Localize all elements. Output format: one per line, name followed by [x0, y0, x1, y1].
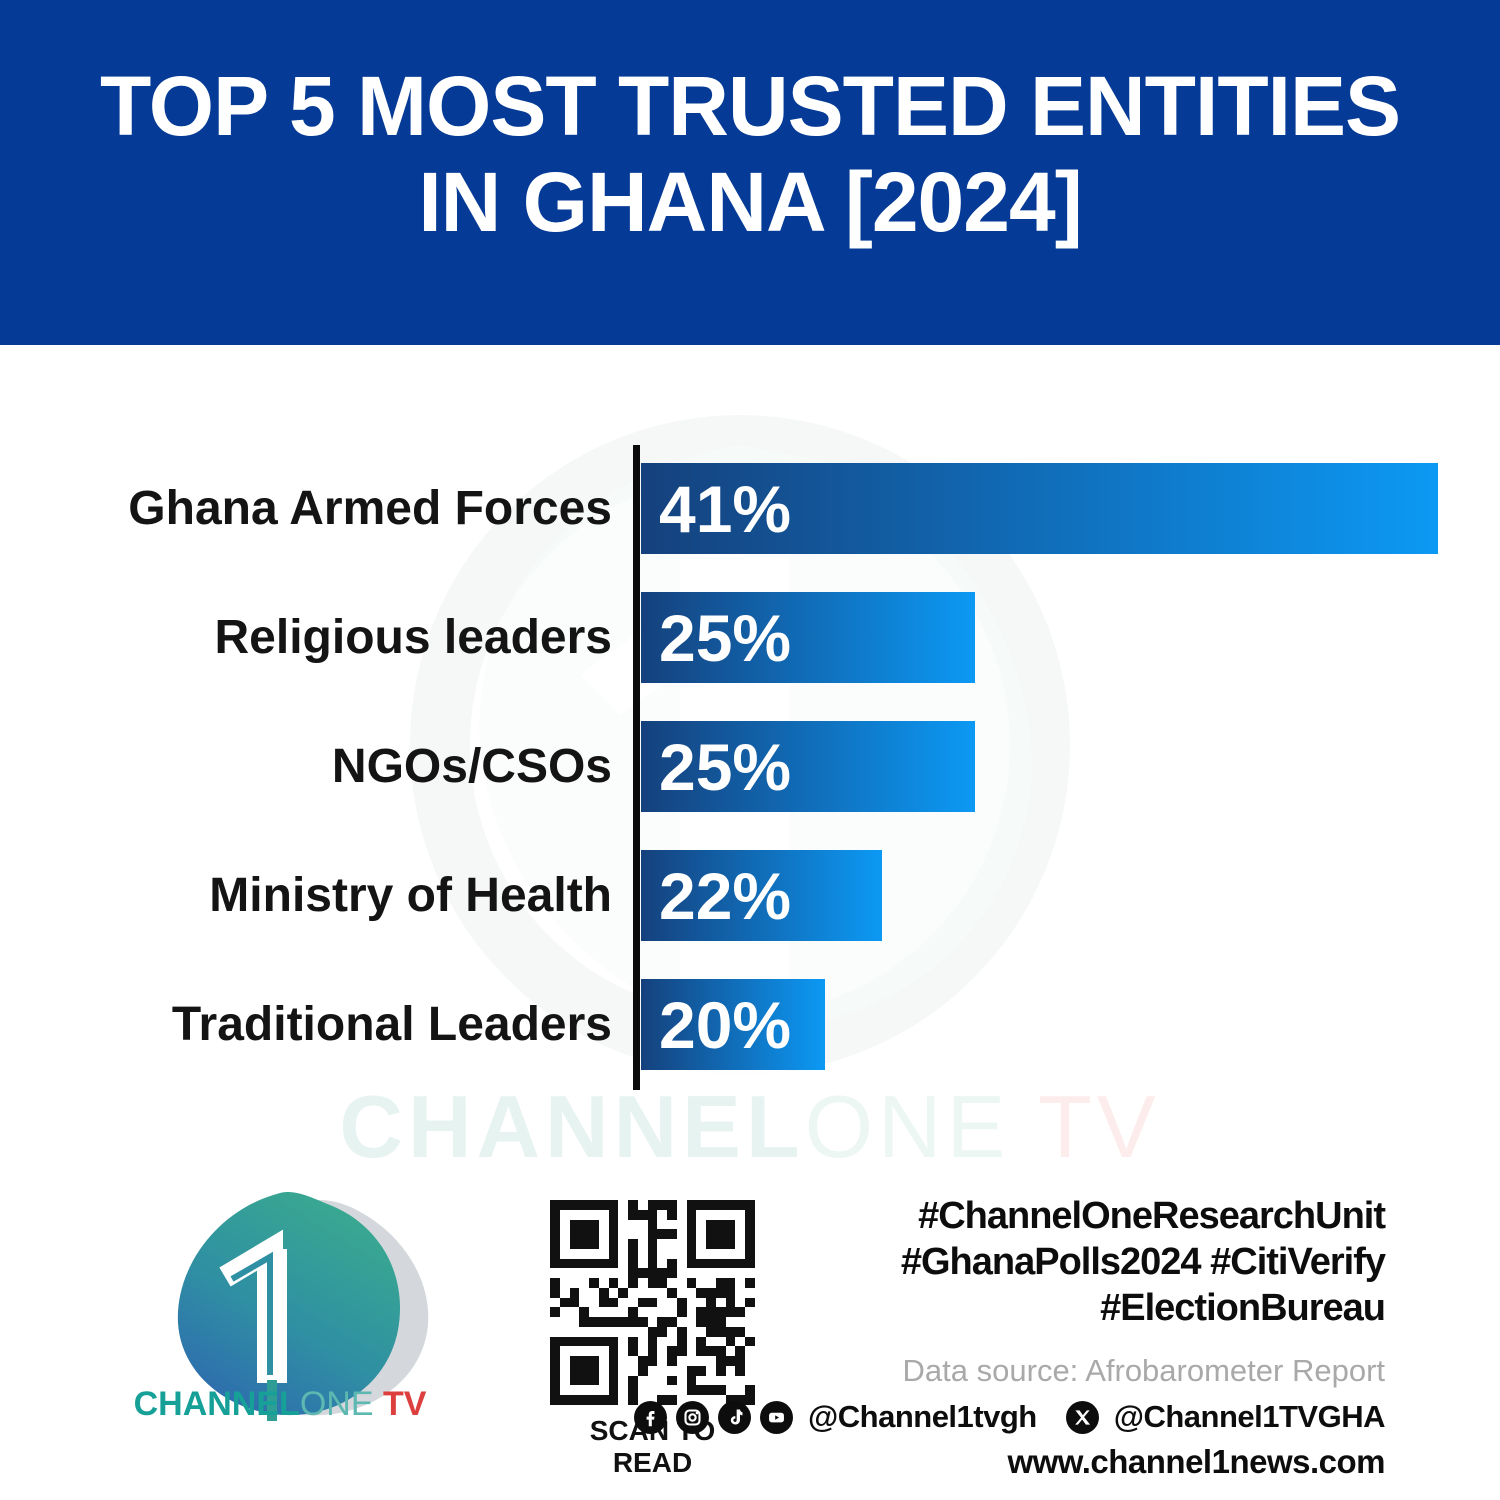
channel-one-wordmark: CHANNELONE TV	[130, 1385, 430, 1424]
social-handle-main: @Channel1tvgh	[808, 1399, 1037, 1434]
category-label: Ghana Armed Forces	[128, 482, 612, 535]
chart-axis-line	[633, 445, 640, 1090]
value-label: 22%	[659, 858, 792, 933]
bar-ghana-armed-forces: 41%	[641, 463, 1438, 554]
x-twitter-icon	[1065, 1400, 1099, 1434]
footer-right-block: #ChannelOneResearchUnit #GhanaPolls2024 …	[634, 1193, 1386, 1481]
wordmark-tv: TV	[373, 1385, 427, 1423]
title-line-1: TOP 5 MOST TRUSTED ENTITIES	[99, 59, 1401, 153]
channel-one-tv-watermark: CHANNELONE TV	[0, 1083, 1500, 1171]
value-label: 41%	[659, 471, 792, 546]
header-band: TOP 5 MOST TRUSTED ENTITIES IN GHANA [20…	[0, 0, 1500, 345]
bar-chart: Ghana Armed Forces 41% Religious leaders…	[0, 345, 1500, 1175]
bar-ministry-of-health: 22%	[641, 850, 882, 941]
chart-row: Ministry of Health 22%	[0, 850, 1500, 941]
facebook-icon	[634, 1400, 668, 1434]
hashtags: #ChannelOneResearchUnit #GhanaPolls2024 …	[900, 1193, 1386, 1331]
value-label: 25%	[659, 600, 792, 675]
watermark-one: ONE	[804, 1077, 1011, 1176]
hashtag-line-2: #GhanaPolls2024 #CitiVerify	[900, 1241, 1386, 1283]
bar-ngos-csos: 25%	[641, 721, 975, 812]
chart-row: Ghana Armed Forces 41%	[0, 463, 1500, 554]
qr-code	[550, 1200, 755, 1405]
social-handle-x: @Channel1TVGHA	[1113, 1399, 1386, 1434]
chart-row: Traditional Leaders 20%	[0, 979, 1500, 1070]
bar-religious-leaders: 25%	[641, 592, 975, 683]
wordmark-one: ONE	[299, 1385, 374, 1423]
wordmark-channel: CHANNEL	[133, 1385, 300, 1423]
bar-traditional-leaders: 20%	[641, 979, 825, 1070]
hashtag-line-3: #ElectionBureau	[1100, 1287, 1386, 1329]
category-label: Ministry of Health	[209, 869, 612, 922]
qr-block: SCAN TO READ	[550, 1200, 756, 1479]
category-label: NGOs/CSOs	[331, 740, 612, 793]
channel-one-logo: CHANNELONE TV	[120, 1175, 450, 1435]
social-row: @Channel1tvgh @Channel1TVGHA	[634, 1399, 1386, 1435]
logo-numeral-one	[219, 1229, 287, 1421]
instagram-icon	[676, 1400, 710, 1434]
category-label: Religious leaders	[214, 611, 612, 664]
category-label: Traditional Leaders	[171, 998, 612, 1051]
value-label: 25%	[659, 729, 792, 804]
chart-row: Religious leaders 25%	[0, 592, 1500, 683]
title-line-2: IN GHANA [2024]	[418, 155, 1082, 249]
value-label: 20%	[659, 987, 792, 1062]
data-source-note: Data source: Afrobarometer Report	[902, 1353, 1385, 1388]
chart-row: NGOs/CSOs 25%	[0, 721, 1500, 812]
channel-one-logo-icon	[177, 1192, 429, 1421]
page-title: TOP 5 MOST TRUSTED ENTITIES IN GHANA [20…	[0, 58, 1500, 250]
youtube-icon	[760, 1400, 794, 1434]
watermark-channel: CHANNEL	[339, 1077, 805, 1176]
website-url: www.channel1news.com	[1007, 1443, 1385, 1480]
footer: CHANNELONE TV SCAN TO READ #ChannelOneRe…	[0, 1175, 1500, 1500]
hashtag-line-1: #ChannelOneResearchUnit	[918, 1195, 1386, 1237]
watermark-tv: TV	[1010, 1077, 1161, 1176]
tiktok-icon	[718, 1400, 752, 1434]
